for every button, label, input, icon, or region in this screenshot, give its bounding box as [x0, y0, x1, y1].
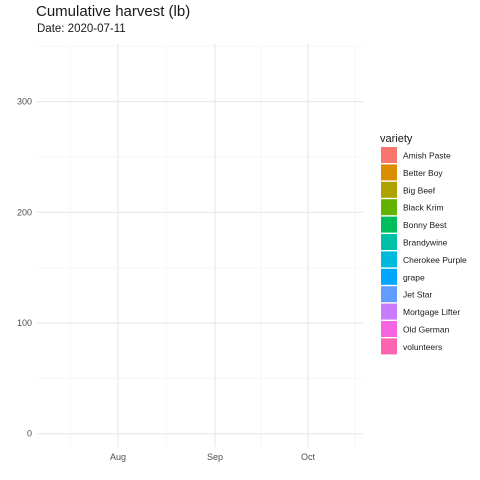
legend-label-7: grape — [403, 272, 425, 282]
legend: variety Amish Paste Better Boy Big Beef Bla… — [380, 133, 467, 355]
legend-swatch-8 — [381, 286, 397, 303]
legend-label-6: Cherokee Purple — [403, 255, 467, 265]
x-tick-label-aug: Aug — [110, 452, 126, 462]
y-tick-label-300: 300 — [17, 97, 32, 107]
y-axis-ticks: 0 100 200 300 — [17, 97, 32, 439]
grid-minor — [37, 44, 363, 447]
legend-items: Amish Paste Better Boy Big Beef Black Krim B… — [381, 147, 467, 355]
legend-swatch-10 — [381, 321, 397, 337]
legend-label-8: Jet Star — [403, 290, 432, 300]
legend-label-5: Brandywine — [403, 238, 448, 248]
legend-swatch-2 — [381, 181, 397, 198]
legend-swatch-11 — [381, 338, 397, 355]
legend-label-9: Mortgage Lifter — [403, 307, 460, 317]
legend-swatch-4 — [381, 216, 397, 233]
legend-label-3: Black Krim — [403, 203, 444, 213]
x-axis-ticks: Aug Sep Oct — [110, 452, 316, 462]
legend-swatch-9 — [381, 303, 397, 320]
legend-swatch-7 — [381, 268, 397, 285]
y-tick-label-100: 100 — [17, 318, 32, 328]
legend-label-2: Big Beef — [403, 185, 436, 195]
x-tick-label-sep: Sep — [207, 452, 223, 462]
grid-major — [37, 44, 363, 447]
legend-swatch-6 — [381, 251, 397, 268]
y-tick-label-200: 200 — [17, 207, 32, 217]
legend-swatch-3 — [381, 199, 397, 216]
legend-label-4: Bonny Best — [403, 220, 447, 230]
y-tick-label-0: 0 — [27, 429, 32, 439]
legend-label-0: Amish Paste — [403, 151, 451, 161]
chart-title: Cumulative harvest (lb) — [36, 3, 190, 20]
chart-subtitle: Date: 2020-07-11 — [37, 23, 126, 35]
legend-swatch-5 — [381, 234, 397, 250]
legend-label-10: Old German — [403, 325, 450, 335]
legend-swatch-1 — [381, 164, 397, 181]
legend-label-1: Better Boy — [403, 168, 443, 178]
x-tick-label-oct: Oct — [301, 452, 316, 462]
legend-swatch-0 — [381, 147, 397, 163]
legend-title: variety — [380, 133, 413, 145]
legend-label-11: volunteers — [403, 342, 442, 352]
